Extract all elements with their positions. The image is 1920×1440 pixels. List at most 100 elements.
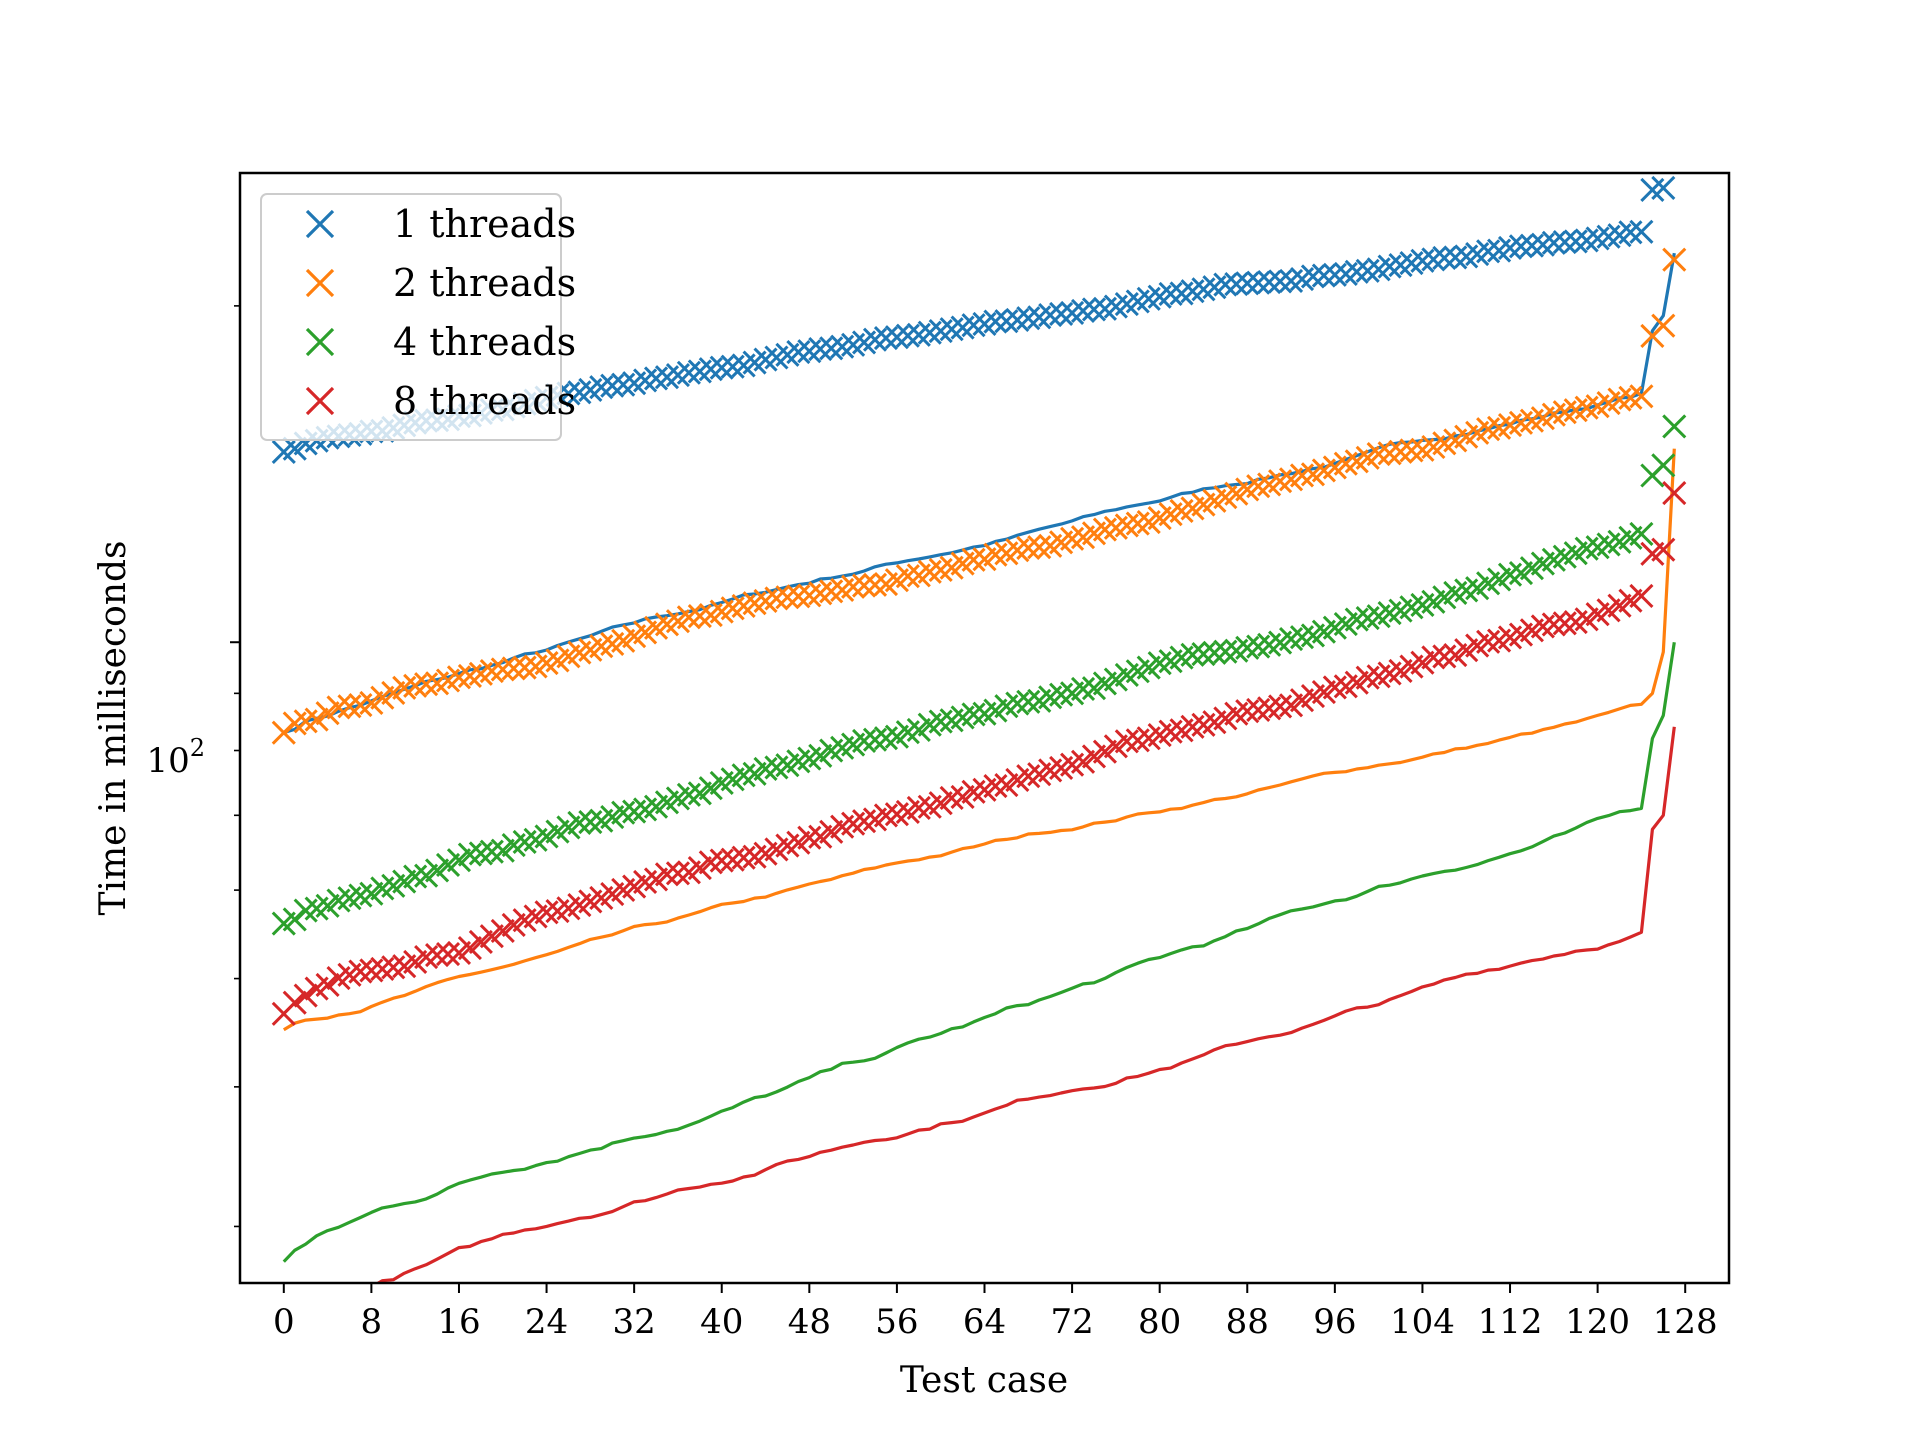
data-point-marker bbox=[1060, 526, 1085, 551]
data-point-marker bbox=[1257, 269, 1282, 295]
data-point-marker bbox=[1476, 629, 1501, 654]
data-point-marker bbox=[348, 959, 373, 984]
data-point-marker bbox=[1432, 245, 1457, 271]
data-point-marker bbox=[512, 655, 537, 680]
data-point-marker bbox=[457, 936, 482, 961]
data-point-marker bbox=[862, 572, 888, 597]
data-point-marker bbox=[1399, 438, 1424, 463]
data-point-marker bbox=[1180, 642, 1205, 667]
x-tick-label: 88 bbox=[1226, 1302, 1269, 1342]
data-point-marker bbox=[961, 702, 986, 727]
data-point-marker bbox=[1289, 463, 1315, 488]
data-point-marker bbox=[1224, 271, 1249, 297]
data-point-marker bbox=[1300, 264, 1326, 289]
data-point-marker bbox=[1574, 395, 1599, 420]
data-point-marker bbox=[1377, 441, 1402, 466]
x-tick-label: 56 bbox=[875, 1302, 918, 1342]
data-point-marker bbox=[1081, 297, 1107, 322]
data-point-marker bbox=[1016, 306, 1041, 331]
data-point-marker bbox=[1158, 719, 1183, 744]
data-point-marker bbox=[425, 942, 450, 968]
x-tick-label: 72 bbox=[1050, 1302, 1093, 1342]
data-point-marker bbox=[490, 918, 515, 943]
data-point-marker bbox=[1541, 230, 1566, 255]
series-markers-3 bbox=[271, 414, 1687, 936]
data-point-marker bbox=[928, 709, 953, 734]
data-point-marker bbox=[873, 325, 899, 351]
data-point-marker bbox=[852, 728, 877, 753]
data-point-marker bbox=[1070, 298, 1096, 323]
x-tick-label: 32 bbox=[613, 1302, 656, 1342]
data-point-marker bbox=[643, 366, 669, 391]
series-line-2 bbox=[282, 448, 1676, 1032]
data-point-marker bbox=[1443, 245, 1468, 270]
data-point-marker bbox=[1268, 694, 1293, 719]
data-point-marker bbox=[403, 864, 428, 889]
data-point-marker bbox=[709, 848, 734, 873]
data-point-marker bbox=[1618, 220, 1643, 245]
data-point-marker bbox=[1432, 644, 1457, 669]
data-point-marker bbox=[775, 585, 800, 610]
data-point-marker bbox=[501, 656, 526, 681]
data-point-marker bbox=[1629, 583, 1654, 609]
legend-label-1: 1 threads bbox=[393, 202, 576, 246]
data-point-marker bbox=[786, 584, 811, 609]
data-point-marker bbox=[786, 340, 811, 365]
data-point-marker bbox=[1246, 270, 1271, 295]
data-point-marker bbox=[337, 694, 362, 719]
data-point-marker bbox=[709, 355, 734, 380]
legend-label-4: 8 threads bbox=[393, 379, 576, 423]
data-point-marker bbox=[654, 862, 680, 887]
data-point-marker bbox=[304, 707, 329, 732]
y-axis: 102 bbox=[146, 305, 240, 1228]
data-point-marker bbox=[1651, 537, 1676, 562]
data-point-marker bbox=[578, 809, 603, 835]
data-point-marker bbox=[873, 726, 899, 751]
data-point-marker bbox=[1016, 689, 1041, 714]
data-point-marker bbox=[490, 657, 515, 682]
data-point-marker bbox=[983, 774, 1008, 799]
data-point-marker bbox=[1629, 521, 1654, 547]
x-axis: 0 8 16 24 32 40 48 56 64 72 80 88 96 104 112 120 128 bbox=[273, 1283, 1718, 1342]
data-point-marker bbox=[1541, 612, 1566, 637]
data-point-marker bbox=[611, 800, 636, 825]
data-point-marker bbox=[808, 337, 833, 362]
data-point-marker bbox=[676, 360, 701, 385]
data-point-marker bbox=[1191, 642, 1216, 667]
data-point-marker bbox=[819, 579, 844, 604]
y-tick-exponent: 2 bbox=[190, 734, 205, 762]
legend-frame bbox=[260, 193, 562, 441]
data-point-marker bbox=[797, 825, 822, 850]
series-markers-2 bbox=[271, 247, 1687, 745]
data-point-marker bbox=[1377, 254, 1402, 279]
x-tick-label: 48 bbox=[788, 1302, 831, 1342]
data-point-marker bbox=[1027, 535, 1052, 560]
x-tick-label: 0 bbox=[273, 1302, 295, 1342]
data-point-marker bbox=[611, 372, 636, 397]
data-point-marker bbox=[1114, 729, 1139, 754]
data-point-marker bbox=[1158, 281, 1183, 307]
data-point-marker bbox=[1038, 303, 1063, 328]
data-point-marker bbox=[1662, 414, 1687, 439]
x-tick-label: 128 bbox=[1653, 1302, 1718, 1342]
data-point-marker bbox=[282, 990, 307, 1015]
legend-marker-4 bbox=[305, 386, 335, 416]
data-point-marker bbox=[862, 727, 888, 752]
data-point-marker bbox=[852, 573, 877, 598]
data-point-marker bbox=[414, 672, 439, 697]
data-point-marker bbox=[841, 574, 866, 599]
data-point-marker bbox=[1552, 229, 1577, 255]
data-point-marker bbox=[1651, 313, 1676, 338]
data-point-marker bbox=[1574, 536, 1599, 561]
data-point-marker bbox=[381, 955, 406, 980]
legend: 1 threads 2 threads 4 threads 8 threads bbox=[260, 193, 576, 441]
data-point-marker bbox=[1662, 480, 1687, 506]
data-point-marker bbox=[961, 313, 986, 338]
data-point-marker bbox=[1213, 272, 1238, 297]
legend-marker-3 bbox=[305, 327, 335, 357]
data-point-marker bbox=[698, 357, 723, 382]
data-point-marker bbox=[753, 756, 778, 782]
data-point-marker bbox=[1311, 263, 1336, 288]
data-point-marker bbox=[720, 354, 745, 379]
